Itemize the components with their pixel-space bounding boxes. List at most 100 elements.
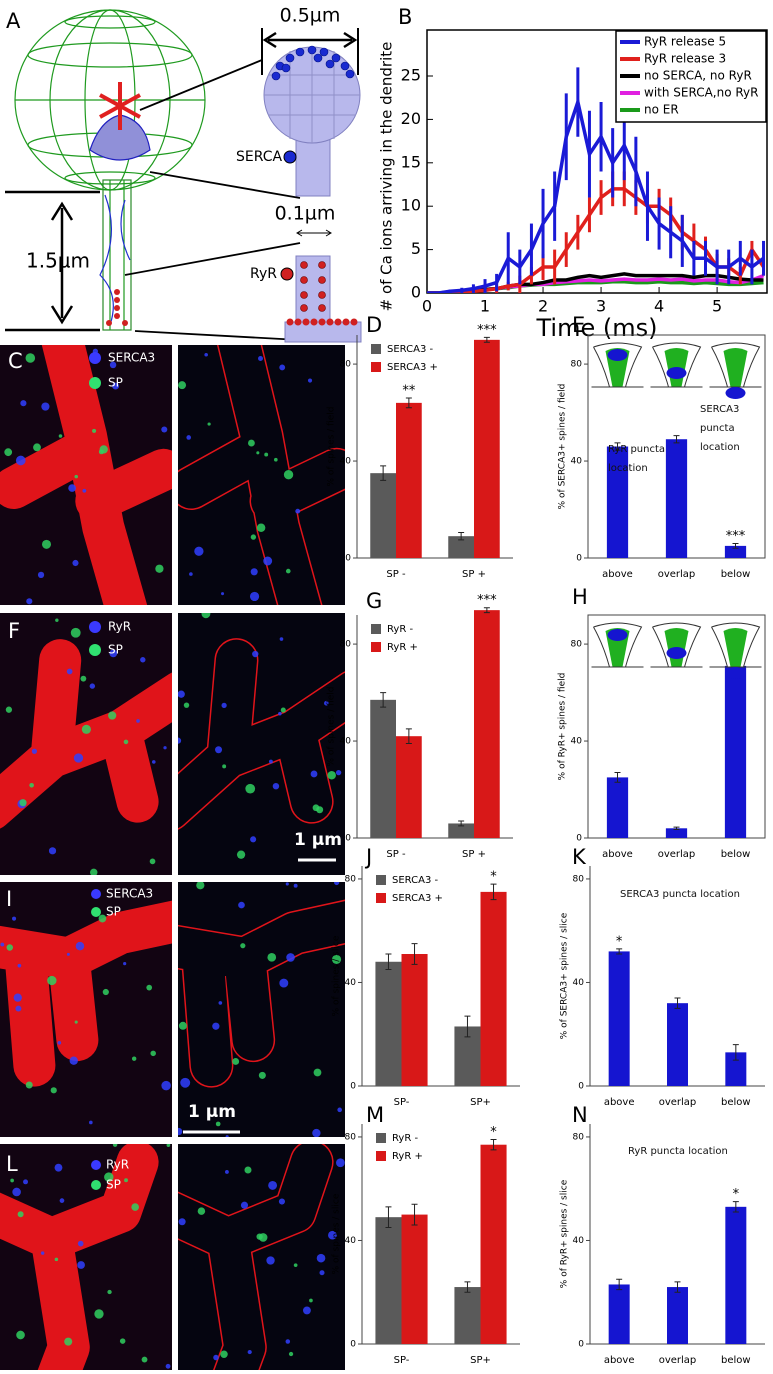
puncta [279, 364, 286, 371]
puncta [220, 1350, 228, 1358]
legend-swatch [371, 362, 381, 372]
error-bar [674, 997, 681, 1009]
puncta [59, 1198, 65, 1203]
legend-label: SERCA3 [108, 351, 155, 365]
puncta [232, 1057, 240, 1065]
legend-label: RyR release 5 [644, 35, 726, 49]
legend-label: RyR + [387, 642, 418, 653]
puncta [4, 448, 13, 457]
puncta [319, 1270, 325, 1276]
annotation-box: SERCA3 puncta location [700, 404, 740, 453]
puncta [274, 457, 278, 462]
error-bar [483, 336, 490, 343]
puncta [161, 1080, 171, 1091]
legend-label: with SERCA,no RyR [644, 86, 759, 100]
puncta-icon [666, 367, 687, 379]
y-tick-label: 10 [401, 196, 421, 215]
puncta [256, 1233, 263, 1240]
legend-dot [91, 889, 101, 899]
puncta [81, 724, 91, 734]
puncta [131, 1056, 137, 1061]
legend-swatch [376, 875, 386, 885]
puncta [26, 598, 33, 605]
puncta [236, 850, 246, 859]
x-tick-label: SP + [462, 849, 486, 860]
panel-letter: N [572, 1103, 588, 1127]
micrograph-image [0, 1144, 172, 1370]
legend-swatch [371, 624, 381, 634]
model-schematic [14, 9, 206, 331]
y-axis-label: % of spines / slice [332, 935, 342, 1016]
puncta [82, 488, 87, 493]
puncta [58, 434, 63, 438]
error-bar [405, 397, 412, 409]
bar [667, 1287, 688, 1344]
puncta [278, 1198, 286, 1205]
puncta [263, 556, 273, 566]
puncta [40, 1251, 45, 1255]
puncta [124, 1178, 129, 1183]
y-tick-label: 40 [571, 737, 583, 747]
x-tick-label: 0 [422, 297, 432, 316]
y-tick-label: 80 [573, 874, 585, 884]
legend-label: RyR release 3 [644, 52, 726, 66]
puncta [25, 353, 36, 363]
bar [396, 736, 422, 838]
x-tick-label: above [604, 1355, 635, 1366]
puncta [141, 1356, 148, 1363]
puncta [136, 719, 140, 723]
error-bar [732, 1044, 739, 1061]
bar [667, 1003, 688, 1086]
puncta [23, 1179, 29, 1185]
length-label: 1.5µm [26, 249, 90, 273]
puncta [280, 707, 286, 713]
puncta [29, 782, 34, 788]
error-bar [616, 948, 623, 955]
bar [448, 823, 474, 838]
y-tick-label: 40 [571, 457, 583, 467]
puncta [119, 1338, 126, 1344]
panel-letter: F [8, 619, 20, 643]
puncta [69, 1056, 78, 1065]
puncta [240, 943, 246, 949]
puncta [221, 702, 227, 709]
puncta [328, 1230, 337, 1240]
puncta [70, 627, 81, 638]
puncta [55, 618, 59, 622]
puncta [74, 474, 79, 479]
x-tick-label: below [721, 1097, 751, 1108]
puncta [41, 539, 52, 549]
panel-letter: J [364, 845, 372, 869]
bar [606, 446, 629, 558]
puncta [285, 568, 291, 574]
x-tick-label: SP - [386, 569, 406, 580]
error-bar [490, 883, 497, 901]
puncta [252, 650, 259, 658]
puncta [72, 559, 79, 567]
error-bar [464, 1281, 471, 1293]
puncta [77, 1261, 85, 1269]
bar [474, 339, 500, 558]
bar [448, 536, 474, 558]
y-tick-label: 80 [345, 874, 357, 884]
puncta [12, 916, 17, 921]
legend-swatch [376, 1133, 386, 1143]
legend-label: RyR [108, 620, 131, 634]
y-tick-label: 5 [411, 239, 421, 258]
y-tick-label: 40 [340, 737, 352, 747]
puncta [178, 381, 187, 390]
puncta [6, 944, 14, 951]
legend-label: SERCA3 - [387, 344, 433, 355]
bar [370, 699, 396, 838]
puncta [66, 668, 73, 675]
annotation: RyR puncta location [608, 444, 666, 474]
puncta [267, 952, 277, 962]
puncta [47, 975, 57, 986]
error-bar [385, 953, 392, 971]
puncta [180, 1077, 191, 1088]
puncta [50, 1087, 57, 1094]
bar [480, 891, 507, 1086]
neck-label: 0.1µm [275, 203, 336, 225]
puncta [89, 683, 96, 689]
bar [401, 954, 428, 1086]
